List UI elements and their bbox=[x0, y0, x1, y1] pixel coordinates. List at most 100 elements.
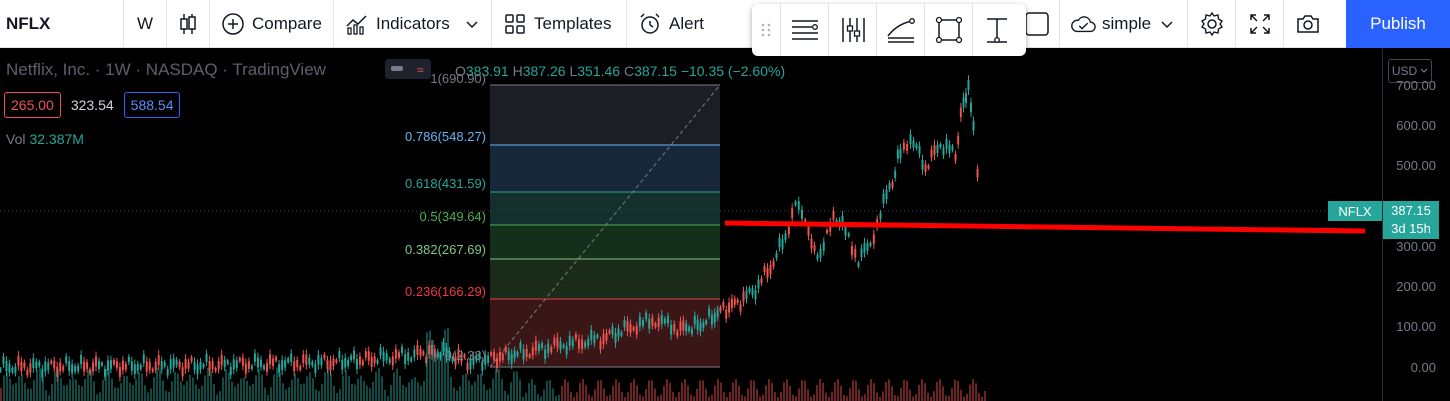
trend-tool[interactable] bbox=[876, 4, 924, 56]
volume-bar bbox=[93, 381, 95, 401]
candle-body bbox=[83, 361, 86, 372]
fib-retracement-tool[interactable] bbox=[780, 4, 828, 56]
candle-body bbox=[217, 361, 220, 370]
volume-bar bbox=[354, 384, 356, 401]
drag-handle-icon[interactable] bbox=[752, 4, 780, 56]
candle-body bbox=[495, 358, 498, 368]
candle-body bbox=[918, 145, 921, 155]
candle-body bbox=[670, 324, 673, 335]
buy-button[interactable]: 588.54 bbox=[123, 92, 181, 118]
volume-bar bbox=[594, 389, 596, 401]
templates-button[interactable]: Templates bbox=[492, 0, 627, 48]
chart-pane[interactable]: Netflix, Inc. · 1W · NASDAQ · TradingVie… bbox=[0, 49, 1382, 401]
volume-bar bbox=[243, 377, 245, 401]
candle-body bbox=[326, 360, 329, 369]
fib-level-label: 0.618(431.59) bbox=[405, 176, 486, 191]
volume-bar bbox=[33, 380, 35, 401]
candle-body bbox=[899, 148, 902, 159]
volume-bar bbox=[375, 371, 377, 401]
volume-bar bbox=[495, 368, 497, 401]
volume-bar bbox=[663, 385, 665, 401]
candle-body bbox=[205, 353, 208, 362]
candle-body bbox=[385, 353, 388, 361]
volume-bar bbox=[576, 392, 578, 401]
snapshot-button[interactable] bbox=[1284, 0, 1332, 48]
candle-body bbox=[442, 342, 445, 352]
candle-body bbox=[797, 201, 800, 211]
drawing-toolbar bbox=[752, 4, 1026, 56]
volume-bar bbox=[150, 388, 152, 401]
volume-bar bbox=[54, 371, 56, 401]
volume-bar bbox=[801, 380, 803, 401]
rectangle-tool[interactable] bbox=[924, 4, 972, 56]
candle-body bbox=[59, 362, 62, 372]
interval-button[interactable]: W bbox=[124, 0, 167, 48]
volume-bar bbox=[807, 389, 809, 401]
volume-bar bbox=[408, 382, 410, 401]
volume-bar bbox=[492, 378, 494, 401]
candle-body bbox=[682, 320, 685, 331]
volume-bar bbox=[585, 385, 587, 401]
candle-body bbox=[559, 341, 562, 350]
volume-bar bbox=[732, 382, 734, 401]
candle-body bbox=[160, 361, 163, 370]
candle-body bbox=[751, 288, 754, 296]
candle-body bbox=[223, 359, 226, 368]
chevron-down-icon bbox=[466, 14, 478, 34]
candle-body bbox=[259, 359, 262, 367]
volume-bar bbox=[180, 381, 182, 401]
volume-bar bbox=[318, 391, 320, 401]
volume-bar bbox=[465, 373, 467, 401]
alert-button[interactable]: Alert bbox=[627, 0, 727, 48]
candle-body bbox=[745, 290, 748, 300]
candle-body bbox=[416, 344, 419, 355]
volume-bar bbox=[345, 370, 347, 401]
candle-body bbox=[98, 361, 101, 369]
volume-bar bbox=[582, 379, 584, 401]
volume-bar bbox=[507, 394, 509, 401]
volume-bar bbox=[435, 353, 437, 401]
volume-bar bbox=[843, 395, 845, 401]
candles-icon bbox=[180, 13, 196, 34]
candle-body bbox=[513, 350, 516, 359]
chart-type-button[interactable] bbox=[167, 0, 210, 48]
volume-bar bbox=[441, 341, 443, 401]
candle-body bbox=[490, 352, 493, 356]
measure-tool[interactable] bbox=[972, 4, 1020, 56]
candle-body bbox=[872, 234, 875, 245]
candle-body bbox=[428, 345, 431, 355]
volume-bar bbox=[828, 396, 830, 401]
symbol-search-button[interactable]: NFLX bbox=[0, 0, 124, 48]
price-chart-canvas[interactable] bbox=[0, 49, 1382, 401]
volume-bar bbox=[165, 390, 167, 401]
legend-toggle-buttons[interactable]: ≈ bbox=[385, 59, 431, 79]
volume-bar bbox=[288, 387, 290, 401]
candle-body bbox=[404, 354, 407, 364]
layout-button[interactable]: simple bbox=[1060, 0, 1188, 48]
settings-button[interactable] bbox=[1188, 0, 1236, 48]
sell-button[interactable]: 265.00 bbox=[4, 92, 61, 118]
fib-zone bbox=[490, 145, 720, 192]
publish-button[interactable]: Publish bbox=[1346, 0, 1450, 48]
volume-bar bbox=[726, 396, 728, 401]
compare-button[interactable]: Compare bbox=[210, 0, 334, 48]
volume-bar bbox=[303, 383, 305, 401]
candle-body bbox=[262, 365, 265, 370]
candle-body bbox=[801, 209, 803, 219]
volume-bar bbox=[18, 376, 20, 401]
volume-bar bbox=[831, 391, 833, 401]
volume-bar bbox=[819, 379, 821, 401]
price-tick: 100.00 bbox=[1396, 319, 1436, 334]
volume-bar bbox=[687, 385, 689, 401]
price-range-icon bbox=[986, 18, 1007, 43]
currency-selector[interactable]: USD bbox=[1388, 59, 1432, 83]
volume-bar bbox=[69, 379, 71, 401]
candle-body bbox=[736, 299, 739, 304]
volume-bar bbox=[972, 379, 974, 401]
indicators-button[interactable]: Indicators bbox=[334, 0, 492, 48]
volume-bar bbox=[756, 389, 758, 401]
volume-bar bbox=[918, 384, 920, 401]
candle-body bbox=[388, 358, 391, 364]
pitchfork-tool[interactable] bbox=[828, 4, 876, 56]
fullscreen-button[interactable] bbox=[1236, 0, 1284, 48]
